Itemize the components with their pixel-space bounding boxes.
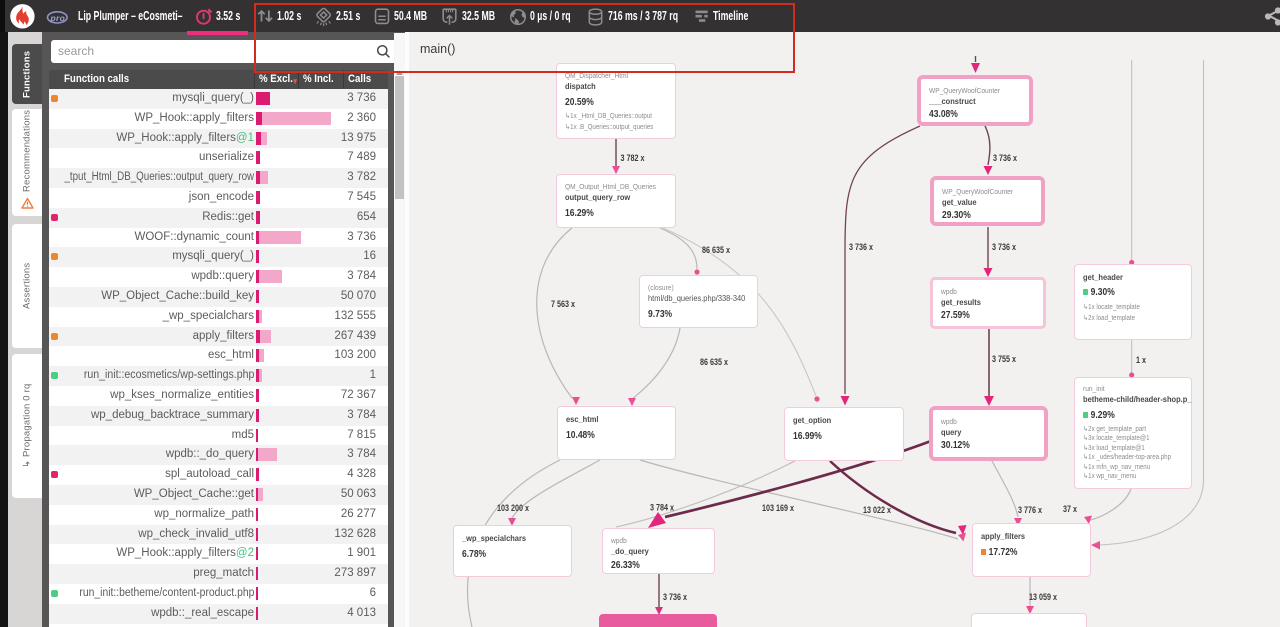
- svg-text:3 736 x: 3 736 x: [663, 592, 687, 602]
- svg-text:3 776 x: 3 776 x: [1018, 505, 1042, 515]
- svg-text:103 200 x: 103 200 x: [497, 503, 529, 513]
- svg-text:pro: pro: [50, 13, 66, 23]
- svg-text:3 755 x: 3 755 x: [992, 354, 1016, 364]
- svg-text:103 169 x: 103 169 x: [762, 503, 794, 513]
- svg-text:3 736 x: 3 736 x: [849, 242, 873, 252]
- svg-text:1 x: 1 x: [1136, 355, 1146, 365]
- svg-text:86 635 x: 86 635 x: [700, 357, 728, 367]
- svg-text:7 563 x: 7 563 x: [551, 299, 575, 309]
- svg-text:37 x: 37 x: [1063, 504, 1077, 514]
- svg-text:3 784 x: 3 784 x: [650, 503, 674, 513]
- svg-text:86 635 x: 86 635 x: [702, 245, 730, 255]
- svg-text:3 736 x: 3 736 x: [992, 242, 1016, 252]
- svg-text:3 782 x: 3 782 x: [621, 153, 645, 163]
- svg-text:13 059 x: 13 059 x: [1029, 592, 1057, 602]
- svg-text:13 022 x: 13 022 x: [863, 505, 891, 515]
- svg-text:3 736 x: 3 736 x: [993, 153, 1017, 163]
